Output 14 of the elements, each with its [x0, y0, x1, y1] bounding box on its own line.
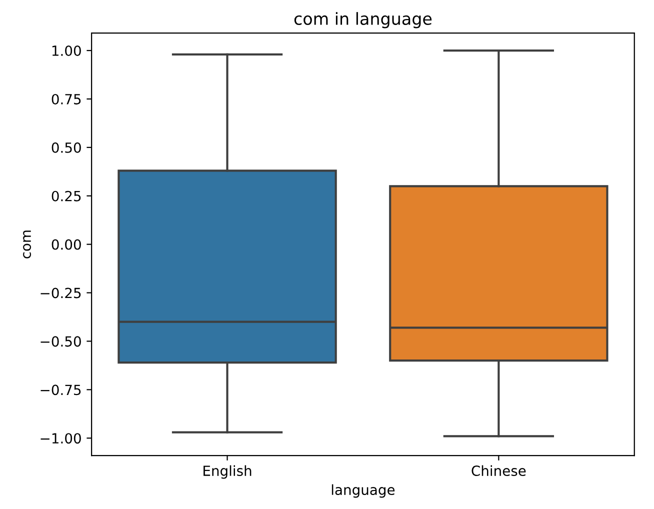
chart-title: com in language: [294, 12, 432, 28]
y-tick-label: 0.00: [52, 239, 81, 250]
x-tick-label: English: [204, 465, 252, 479]
y-axis-title: com: [23, 230, 32, 258]
y-tick-label: −0.75: [40, 384, 81, 396]
y-tick-label: 0.75: [52, 94, 81, 104]
y-tick-label: −0.25: [40, 288, 81, 298]
y-tick-label: 0.50: [52, 142, 81, 153]
x-axis-title: language: [332, 484, 395, 498]
y-tick-label: −1.00: [40, 433, 81, 444]
y-tick-label: −0.50: [40, 336, 81, 347]
y-tick-label: 0.25: [52, 190, 81, 202]
x-tick-label: Chinese: [472, 465, 526, 476]
y-tick-label: 1.00: [52, 45, 81, 56]
